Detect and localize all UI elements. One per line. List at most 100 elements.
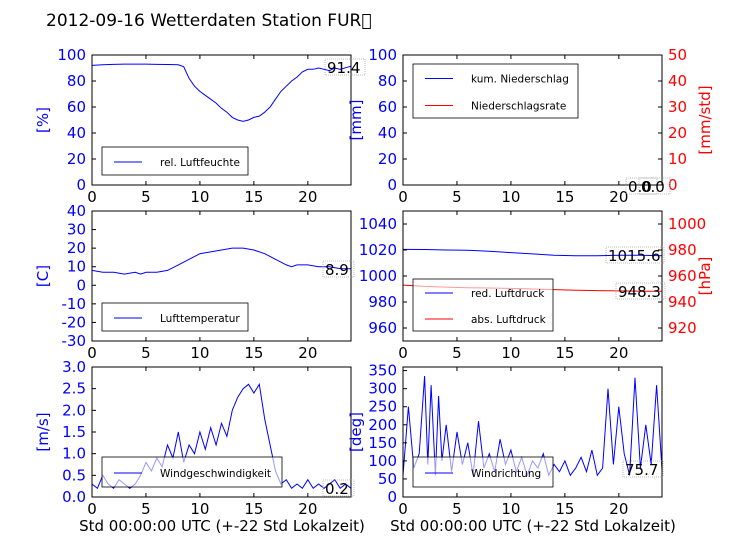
x-tick-label: 5 (141, 344, 151, 362)
series-line-pressure-0 (402, 248, 663, 257)
legend-label: kum. Niederschlag (471, 74, 569, 86)
x-tick-label: 0 (87, 500, 97, 518)
y-tick-label: 0.0 (62, 488, 86, 506)
value-label-box (615, 282, 666, 300)
value-label-box (605, 246, 665, 264)
series-line-temperature-0 (91, 247, 352, 275)
plot-frame (402, 54, 663, 186)
chart-humidity: 0 5 10 15 20 0 20 40 60 80 100 [%] rel. Luftfeuchte 9… (34, 46, 366, 206)
value-label-box (638, 177, 671, 195)
y-axis-label: [mm] (347, 100, 365, 141)
legend-box (412, 456, 554, 488)
y2-tick-label: 30 (668, 98, 687, 116)
x-tick-label: 10 (501, 344, 520, 362)
legend-box (101, 456, 283, 488)
chart-temperature: 0 5 10 15 20-30-20-10010203040[C]Lufttempera… (34, 202, 355, 362)
value-label-text: 91.4 (327, 59, 360, 77)
y-tick-label: 20 (378, 150, 397, 168)
y-axis-label: [%] (34, 107, 52, 133)
chart-pressure: 0 5 10 15 20 960 980 1000 1020 1040 920 940 960 980 10… (359, 210, 714, 362)
legend: Windgeschwindigkeit (101, 456, 283, 488)
x-tick-label: 5 (452, 344, 462, 362)
x-axis-label-right: Std 00:00:00 UTC (+-22 Std Lokalzeit) (390, 517, 676, 535)
plot-frame (91, 54, 352, 186)
y2-tick-label: 40 (668, 72, 687, 90)
y-tick-label: 0.5 (62, 466, 86, 484)
x-tick-label: 20 (609, 500, 628, 518)
x-tick-label: 10 (190, 188, 209, 206)
x-tick-label: 0 (87, 344, 97, 362)
legend-label: Windrichtung (471, 468, 541, 480)
y2-tick-label: 50 (668, 46, 687, 64)
chart-windspeed: 0 5 10 15 20 0.0 0.5 1.0 1.5 2.0 2.5 3.0 [m/s] Windge… (34, 358, 355, 518)
page-title: 2012-09-16 Wetterdaten Station FUR  (46, 11, 372, 31)
y2-tick-label: 940 (668, 293, 697, 311)
y-tick-label: 250 (368, 398, 397, 416)
y2-tick-label: 1000 (668, 215, 706, 233)
x-tick-label: 10 (190, 500, 209, 518)
y-tick-label: -10 (62, 295, 87, 313)
legend: Windrichtung (412, 456, 554, 488)
x-tick-label: 10 (501, 188, 520, 206)
legend-label: abs. Luftdruck (471, 314, 547, 326)
y-tick-label: 100 (57, 46, 86, 64)
value-label: 0.0 (625, 177, 658, 196)
x-tick-label: 10 (501, 500, 520, 518)
value-label: 75.7 (622, 460, 664, 479)
y-tick-label: 20 (67, 239, 86, 257)
x-tick-label: 5 (141, 500, 151, 518)
y-tick-label: 40 (378, 124, 397, 142)
y2-tick-label: 960 (668, 267, 697, 285)
x-tick-label: 15 (555, 344, 574, 362)
y-tick-label: 40 (67, 124, 86, 142)
x-tick-label: 10 (190, 344, 209, 362)
x-tick-label: 5 (452, 188, 462, 206)
y-tick-label: 200 (368, 416, 397, 434)
y-tick-label: 0 (387, 176, 397, 194)
value-label: 0.2 (322, 479, 355, 498)
y-tick-label: 50 (378, 470, 397, 488)
y-axis-label: [C] (34, 265, 52, 287)
value-label-text: 0.0 (641, 178, 665, 196)
y-tick-label: -30 (62, 332, 87, 350)
x-tick-label: 5 (141, 188, 151, 206)
y2-tick-label: 20 (668, 124, 687, 142)
value-label: 91.4 (324, 58, 366, 77)
x-tick-label: 15 (244, 344, 263, 362)
y2-tick-label: 10 (668, 150, 687, 168)
y-tick-label: 1000 (359, 267, 397, 285)
y-tick-label: 1.0 (62, 445, 86, 463)
y-tick-label: 30 (67, 221, 86, 239)
y-tick-label: 100 (368, 46, 397, 64)
legend-label: Windgeschwindigkeit (160, 468, 271, 480)
legend-label: red. Luftdruck (471, 288, 545, 300)
plot-frame (402, 366, 663, 498)
x-tick-label: 0 (398, 344, 408, 362)
chart-precipitation: 0 5 10 15 20 0 20 40 60 80 100 [mm] 0 10 20 30 40 50 [mm/s… (347, 46, 714, 206)
x-tick-label: 20 (609, 344, 628, 362)
y-tick-label: 40 (67, 202, 86, 220)
legend-box (101, 302, 249, 332)
y-tick-label: 1.5 (62, 423, 86, 441)
legend-box (412, 278, 554, 332)
legend-label: Lufttemperatur (160, 313, 240, 325)
value-label-box (622, 460, 664, 478)
value-label-box (324, 58, 366, 76)
x-tick-label: 5 (452, 500, 462, 518)
y2-axis-label: [mm/std] (696, 85, 714, 154)
x-tick-label: 20 (609, 188, 628, 206)
y-tick-label: 2.0 (62, 401, 86, 419)
y2-tick-label: 0 (668, 176, 678, 194)
y-tick-label: -20 (62, 313, 87, 331)
y-axis-label: [deg] (347, 412, 365, 452)
x-tick-label: 0 (398, 188, 408, 206)
y2-tick-label: 980 (668, 241, 697, 259)
value-label: 1015.6 (605, 246, 665, 265)
x-tick-label: 20 (298, 344, 317, 362)
y-tick-label: 300 (368, 380, 397, 398)
y2-tick-label: 920 (668, 319, 697, 337)
value-label-box (322, 260, 355, 278)
legend: red. Luftdruck abs. Luftdruck (412, 278, 554, 332)
y2-axis-label: [hPa] (696, 257, 714, 296)
value-label-text: 0.2 (325, 480, 349, 498)
